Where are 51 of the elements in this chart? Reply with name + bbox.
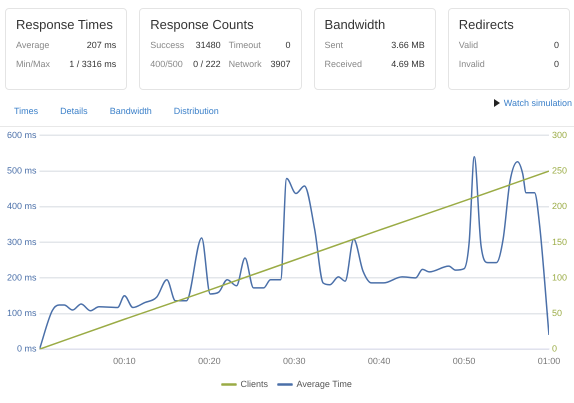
x-tick-label: 00:50	[452, 356, 476, 366]
y2-tick-label: 300	[552, 130, 568, 140]
text: 400/500	[150, 59, 184, 69]
y-tick-label: 200 ms	[7, 272, 38, 282]
y-tick-label: 0 ms	[17, 344, 37, 354]
text: Average	[16, 40, 50, 50]
text: 0 / 222	[192, 59, 221, 69]
text: 0	[284, 40, 291, 50]
y2-tick-label: 150	[552, 236, 568, 247]
text: 3907	[270, 59, 291, 69]
text: Response Times	[16, 17, 114, 32]
text: Min/Max	[16, 59, 52, 69]
text: 207 ms	[86, 40, 116, 50]
legend-label: Clients	[240, 378, 268, 389]
y-tick-label: 400 ms	[7, 201, 38, 212]
x-tick-label: 00:30	[282, 356, 306, 366]
text: Bandwidth	[110, 106, 152, 116]
text: Response Counts	[150, 17, 255, 32]
legend-label: Average Time	[296, 378, 352, 389]
text: Bandwidth	[324, 17, 386, 32]
y2-tick-label: 50	[552, 308, 562, 318]
y2-tick-label: 100	[552, 272, 568, 282]
text: 31480	[194, 40, 221, 50]
text: Redirects	[458, 17, 515, 32]
x-tick-label: 00:20	[198, 356, 221, 366]
y2-tick-label: 200	[552, 201, 568, 212]
x-tick-label: 01:00	[538, 356, 560, 366]
text: Timeout	[228, 40, 262, 50]
text: Sent	[324, 40, 344, 50]
text: 3.66 MB	[390, 40, 425, 50]
text: 4.69 MB	[390, 59, 425, 69]
text: Distribution	[174, 106, 219, 116]
text: Valid	[458, 40, 480, 50]
text: 0	[553, 40, 560, 50]
y-tick-label: 100 ms	[7, 308, 38, 318]
y2-tick-label: 250	[552, 166, 568, 176]
text: Network	[228, 59, 262, 69]
text: Times	[14, 106, 38, 116]
x-tick-label: 00:10	[113, 356, 136, 366]
y-tick-label: 500 ms	[7, 166, 38, 176]
text: Invalid	[458, 59, 486, 69]
text: Success	[150, 40, 185, 50]
text: 0	[553, 59, 560, 69]
y-tick-label: 300 ms	[7, 236, 38, 247]
y2-tick-label: 0	[552, 344, 557, 354]
text: Received	[324, 59, 364, 69]
x-tick-label: 00:40	[368, 356, 390, 366]
y-tick-label: 600 ms	[7, 130, 38, 140]
text: Details	[60, 106, 88, 116]
text: 1 / 3316 ms	[68, 59, 116, 69]
text: Watch simulation	[504, 98, 572, 108]
